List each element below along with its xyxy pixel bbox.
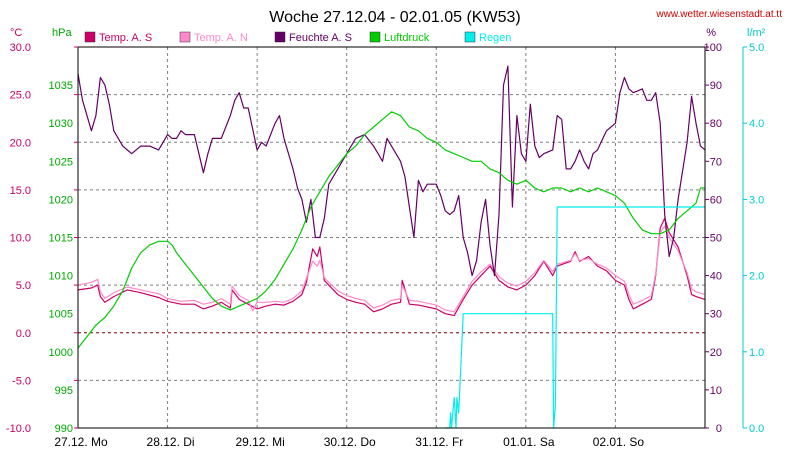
legend-label: Luftdruck: [384, 32, 430, 44]
humidity-tick-label: 90: [710, 80, 722, 92]
pressure-tick-label: 1025: [49, 156, 73, 168]
series-lines: [77, 65, 706, 429]
pressure-tick-label: 990: [55, 423, 73, 435]
series-line-temp-a-s: [77, 217, 706, 317]
series-line-luftdruck: [77, 111, 705, 349]
pressure-tick-label: 1015: [49, 233, 73, 245]
pressure-unit-label: hPa: [52, 27, 72, 39]
pressure-tick-label: 1035: [49, 80, 73, 92]
humidity-tick-label: 40: [710, 271, 722, 283]
day-label: 31.12. Fr: [415, 435, 463, 449]
legend-label: Temp. A. N: [194, 32, 248, 44]
legend-swatch: [369, 31, 381, 43]
pressure-tick-label: 1005: [49, 309, 73, 321]
temp-tick-label: 15.0: [10, 185, 31, 197]
rain-tick-label: 5.0: [749, 42, 764, 54]
pressure-tick-label: 1030: [49, 118, 73, 130]
pressure-tick-label: 995: [55, 385, 73, 397]
temp-tick-label: 5.0: [16, 280, 31, 292]
humidity-tick-label: 0: [716, 423, 722, 435]
rain-tick-label: 3.0: [749, 194, 764, 206]
temp-tick-label: -5.0: [12, 375, 31, 387]
humidity-tick-label: 100: [704, 42, 722, 54]
legend: Temp. A. S Temp. A. N Feuchte A. S Luftdruc…: [84, 31, 511, 44]
temp-tick-label: -10.0: [6, 423, 31, 435]
rain-tick-label: 1.0: [749, 347, 764, 359]
legend-swatch: [179, 31, 191, 43]
legend-swatch: [274, 31, 286, 43]
pressure-tick-label: 1000: [49, 347, 73, 359]
temp-unit-label: °C: [10, 27, 22, 39]
day-label: 29.12. Mi: [235, 435, 284, 449]
series-line-feuchte-a-s: [77, 65, 706, 277]
humidity-unit-label: %: [706, 27, 716, 39]
temp-tick-label: 0.0: [16, 328, 31, 340]
humidity-tick-label: 20: [710, 347, 722, 359]
temp-tick-label: 25.0: [10, 90, 31, 102]
temp-tick-label: 30.0: [10, 42, 31, 54]
humidity-tick-label: 30: [710, 309, 722, 321]
day-label: 01.01. Sa: [503, 435, 555, 449]
temp-tick-label: 10.0: [10, 233, 31, 245]
rain-tick-label: 2.0: [749, 271, 764, 283]
series-line-regen: [445, 206, 705, 429]
humidity-tick-label: 10: [710, 385, 722, 397]
tick-labels: -10.0 -5.0 0.0 5.0 10.0 15.0 20.0 25.0 30.0 990 99…: [6, 27, 766, 449]
day-label: 30.12. Do: [324, 435, 376, 449]
rain-tick-label: 4.0: [749, 118, 764, 130]
rain-tick-label: 0.0: [749, 423, 764, 435]
grid-lines: [78, 47, 705, 428]
rain-unit-label: l/m²: [747, 27, 766, 39]
legend-swatch: [464, 31, 476, 43]
day-label: 28.12. Di: [147, 435, 195, 449]
legend-label: Regen: [479, 32, 511, 44]
pressure-tick-label: 1010: [49, 271, 73, 283]
legend-label: Temp. A. S: [99, 32, 152, 44]
humidity-tick-label: 80: [710, 118, 722, 130]
series-line-temp-a-n: [77, 225, 706, 313]
chart-title: Woche 27.12.04 - 02.01.05 (KW53): [269, 9, 520, 26]
humidity-tick-label: 50: [710, 233, 722, 245]
legend-label: Feuchte A. S: [289, 32, 352, 44]
humidity-tick-label: 60: [710, 194, 722, 206]
temp-tick-label: 20.0: [10, 137, 31, 149]
legend-swatch: [84, 31, 96, 43]
day-label: 27.12. Mo: [54, 435, 108, 449]
humidity-tick-label: 70: [710, 156, 722, 168]
day-label: 02.01. So: [593, 435, 645, 449]
pressure-tick-label: 1020: [49, 194, 73, 206]
source-label: www.wetter.wiesenstadt.at.tt: [655, 9, 782, 20]
